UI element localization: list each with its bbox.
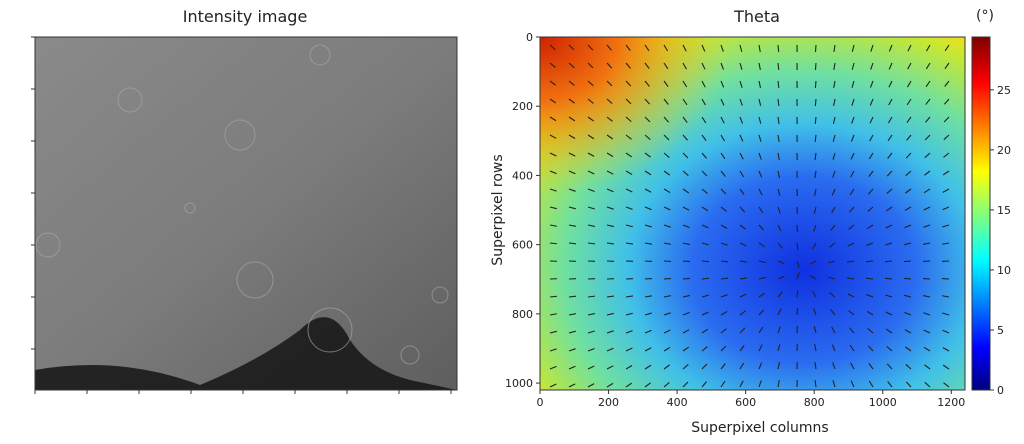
colorbar-tick-label: 0 xyxy=(997,384,1004,397)
arrow xyxy=(702,261,709,262)
heatmap-title: Theta xyxy=(733,7,780,26)
arrow xyxy=(683,278,690,279)
x-tick-label: 800 xyxy=(804,396,825,409)
arrow xyxy=(797,243,798,250)
arrow xyxy=(815,81,816,88)
arrow xyxy=(815,63,816,70)
arrow xyxy=(885,278,892,279)
arrow xyxy=(797,290,798,297)
y-tick-label: 800 xyxy=(512,308,533,321)
colorbar-label: (°) xyxy=(976,8,994,24)
x-tick-label: 200 xyxy=(598,396,619,409)
arrow xyxy=(550,296,557,297)
colorbar-tick-label: 15 xyxy=(997,204,1011,217)
y-tick-label: 400 xyxy=(512,169,533,182)
y-tick-label: 0 xyxy=(526,31,533,44)
arrow xyxy=(904,278,911,279)
image-title: Intensity image xyxy=(183,7,308,26)
x-tick-label: 400 xyxy=(667,396,688,409)
heatmap xyxy=(540,37,965,390)
colorbar-tick-label: 25 xyxy=(997,84,1011,97)
arrow xyxy=(702,278,709,279)
arrow xyxy=(815,99,816,106)
x-axis-label: Superpixel columns xyxy=(691,420,828,436)
arrow xyxy=(815,117,816,124)
colorbar-tick-label: 5 xyxy=(997,324,1004,337)
arrow xyxy=(904,261,911,262)
colorbar-tick-label: 20 xyxy=(997,144,1011,157)
colorbar-tick-label: 10 xyxy=(997,264,1011,277)
y-tick-label: 600 xyxy=(512,239,533,252)
y-tick-label: 1000 xyxy=(505,377,533,390)
arrow xyxy=(885,261,892,262)
intensity-image xyxy=(35,37,457,390)
x-tick-label: 0 xyxy=(537,396,544,409)
arrow xyxy=(778,63,779,70)
arrow xyxy=(683,261,690,262)
arrow xyxy=(550,243,557,244)
x-tick-label: 600 xyxy=(735,396,756,409)
y-axis-label: Superpixel rows xyxy=(490,154,506,265)
x-tick-label: 1000 xyxy=(869,396,897,409)
y-tick-label: 200 xyxy=(512,100,533,113)
colorbar xyxy=(972,37,990,390)
arrow xyxy=(778,45,779,52)
x-tick-label: 1200 xyxy=(937,396,965,409)
